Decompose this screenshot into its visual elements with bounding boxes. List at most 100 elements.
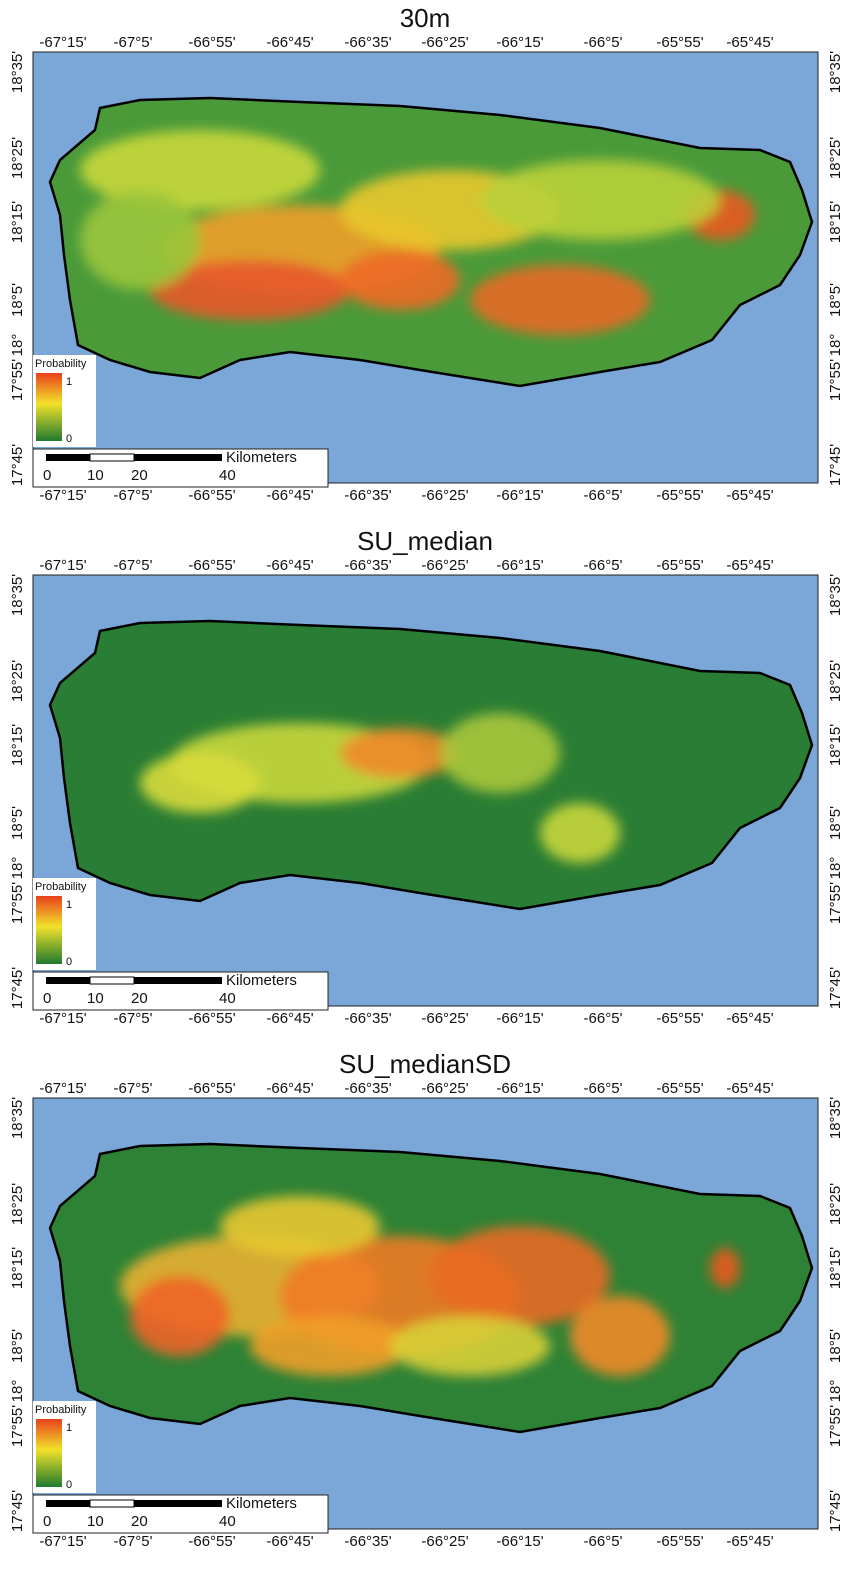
lat-label-right: 18°15' [827, 724, 844, 766]
scale-seg [134, 1500, 222, 1507]
lon-label-bottom: -66°25' [421, 487, 468, 504]
lon-label-bottom: -65°45' [726, 1533, 773, 1550]
legend-ramp [36, 373, 62, 441]
lat-label-right: 17°55' [827, 359, 844, 401]
scale-tick: 10 [87, 467, 104, 484]
lon-label-bottom: -65°45' [726, 487, 773, 504]
lat-label-left: 18°35' [9, 1097, 26, 1139]
lon-label-bottom: -65°55' [656, 1533, 703, 1550]
lon-label-top: -65°45' [726, 34, 773, 51]
lat-label-left: 18°5' [9, 1329, 26, 1363]
map-panel: SU_median -67°15' -67°15' -67°5' -67°5' -66°5… [9, 526, 844, 1027]
lon-label-top: -65°45' [726, 1080, 773, 1097]
lon-label-bottom: -66°35' [344, 1010, 391, 1027]
lon-label-top: -66°35' [344, 34, 391, 51]
lon-label-bottom: -66°5' [584, 1533, 623, 1550]
scale-tick: 0 [43, 467, 51, 484]
lon-label-top: -67°5' [114, 34, 153, 51]
scale-tick: 40 [219, 1513, 236, 1530]
lon-label-top: -66°5' [584, 1080, 623, 1097]
scale-tick: 0 [43, 990, 51, 1007]
scale-seg [46, 454, 90, 461]
coastline [48, 96, 814, 388]
lon-label-top: -66°5' [584, 557, 623, 574]
lon-label-top: -66°15' [496, 34, 543, 51]
probability-patch [340, 728, 460, 778]
lat-label-right: 17°45' [827, 967, 844, 1009]
scale-tick: 20 [131, 467, 148, 484]
coastline [48, 619, 814, 911]
lat-label-left: 18°15' [9, 1247, 26, 1289]
lon-label-bottom: -67°5' [114, 1010, 153, 1027]
lon-label-top: -67°15' [39, 1080, 86, 1097]
lat-label-right: 18°25' [827, 137, 844, 179]
lon-label-top: -67°5' [114, 557, 153, 574]
lon-label-top: -66°35' [344, 557, 391, 574]
lat-label-right: 18°5' [827, 283, 844, 317]
legend-title: Probability [35, 881, 87, 893]
lon-label-bottom: -67°15' [39, 1010, 86, 1027]
panel-title: SU_medianSD [339, 1049, 511, 1079]
probability-patch [340, 250, 460, 310]
probability-patch [250, 1316, 410, 1376]
lat-label-right: 18° [827, 857, 844, 880]
lat-label-left: 17°45' [9, 967, 26, 1009]
lon-label-top: -65°55' [656, 1080, 703, 1097]
legend-title: Probability [35, 1404, 87, 1416]
panel-title: SU_median [357, 526, 493, 556]
lat-label-right: 18°35' [827, 574, 844, 616]
lon-label-top: -66°25' [421, 34, 468, 51]
legend-max: 1 [66, 899, 72, 911]
lon-label-top: -65°45' [726, 557, 773, 574]
lat-label-right: 18°25' [827, 660, 844, 702]
lon-label-bottom: -67°5' [114, 487, 153, 504]
lon-label-bottom: -66°5' [584, 487, 623, 504]
legend-min: 0 [66, 1479, 72, 1491]
probability-patch [150, 260, 350, 320]
lon-label-top: -65°55' [656, 557, 703, 574]
map-panel: SU_medianSD -67°15' -67°15' -67°5' -67°5' -66… [9, 1049, 844, 1550]
lat-label-left: 17°55' [9, 359, 26, 401]
lon-label-top: -66°45' [266, 557, 313, 574]
lat-label-left: 17°55' [9, 882, 26, 924]
probability-surface [80, 130, 755, 335]
lat-label-left: 18°15' [9, 724, 26, 766]
scale-unit: Kilometers [226, 1495, 297, 1512]
lon-label-bottom: -66°5' [584, 1010, 623, 1027]
lat-label-left: 17°55' [9, 1405, 26, 1447]
lat-label-left: 18°35' [9, 574, 26, 616]
lon-label-bottom: -66°45' [266, 1533, 313, 1550]
lat-label-left: 18°25' [9, 660, 26, 702]
legend-title: Probability [35, 358, 87, 370]
scale-tick: 0 [43, 1513, 51, 1530]
lat-label-right: 18°5' [827, 1329, 844, 1363]
lat-label-right: 17°55' [827, 882, 844, 924]
lat-label-right: 17°45' [827, 444, 844, 486]
lat-label-right: 18°25' [827, 1183, 844, 1225]
lon-label-bottom: -66°45' [266, 1010, 313, 1027]
lon-label-top: -66°15' [496, 1080, 543, 1097]
lat-label-left: 18° [9, 1380, 26, 1403]
scale-tick: 20 [131, 990, 148, 1007]
lon-label-bottom: -66°15' [496, 1010, 543, 1027]
lon-label-top: -66°55' [188, 34, 235, 51]
lon-label-bottom: -66°55' [188, 1010, 235, 1027]
scale-seg [134, 977, 222, 984]
scale-seg [89, 976, 135, 985]
lon-label-bottom: -66°15' [496, 487, 543, 504]
lon-label-top: -66°55' [188, 1080, 235, 1097]
lon-label-bottom: -65°45' [726, 1010, 773, 1027]
lon-label-top: -66°35' [344, 1080, 391, 1097]
lat-label-right: 18°35' [827, 51, 844, 93]
lat-label-left: 18° [9, 857, 26, 880]
legend-ramp [36, 896, 62, 964]
scale-seg [134, 454, 222, 461]
scale-unit: Kilometers [226, 972, 297, 989]
probability-patch [540, 803, 620, 863]
lon-label-top: -67°5' [114, 1080, 153, 1097]
lon-label-top: -66°15' [496, 557, 543, 574]
lat-label-right: 18° [827, 1380, 844, 1403]
probability-patch [710, 1248, 740, 1288]
lat-label-right: 17°45' [827, 1490, 844, 1532]
probability-patch [220, 1196, 380, 1256]
